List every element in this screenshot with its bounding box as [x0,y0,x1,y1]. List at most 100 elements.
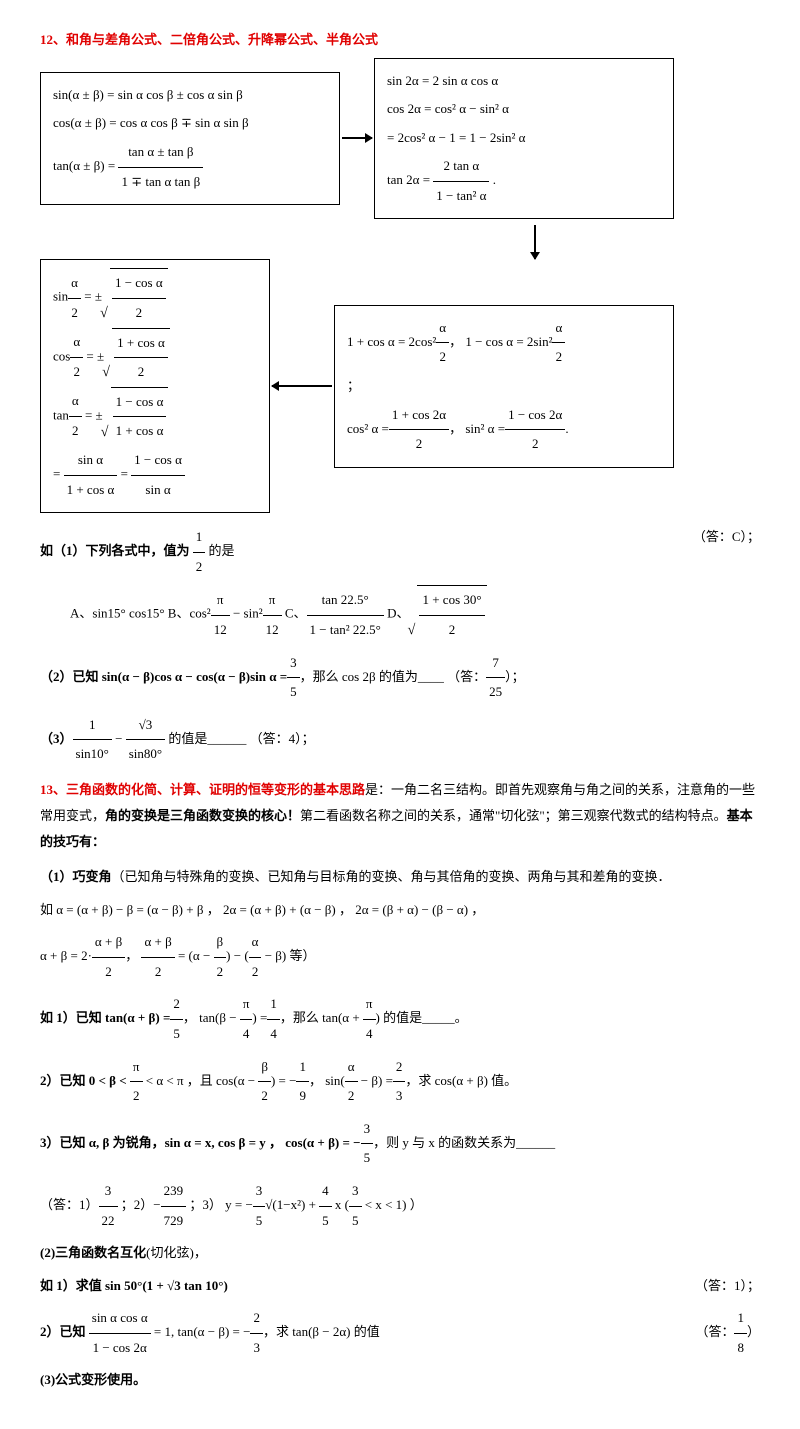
lead: (2)三角函数名互化 [40,1245,146,1260]
eq: = (α − [175,948,214,963]
eq: = ± [83,348,104,363]
n2: α [552,314,565,344]
n2: 1 − cos 2α [505,401,565,431]
sd: 1 + cos α [113,417,167,446]
t: 1 + cos α = 2cos² [347,334,436,349]
n2: π [263,586,282,616]
tan-half-alt: = sin α1 + cos α = 1 − cos αsin α [53,446,257,504]
n: 1 [193,523,206,553]
arrow-down-icon [534,225,536,259]
answer: （答：1）； [695,1272,760,1301]
n: 3 [287,649,300,679]
body: （已知角与特殊角的变换、已知角与目标角的变换、角与其倍角的变换、两角与其和差角的… [112,869,671,884]
n3: β [214,928,227,958]
n: α [68,269,81,299]
d3: 5 [253,1207,266,1236]
end: . [565,421,568,436]
opt-d: D、 [387,606,409,621]
skill-1-q1: 如 1）已知 tan(α + β) =25， tan(β − π4) =14，那… [40,990,760,1048]
skill-1-q2: 2）已知 0 < β < π2 < α < π ，且 cos(α − β2) =… [40,1053,760,1111]
tan-den: 1 ∓ tan α tan β [118,168,203,197]
d2: 2 [258,1082,271,1111]
n2: α + β [141,928,174,958]
n: 3 [99,1177,118,1207]
formula-row-1: sin(α ± β) = sin α cos β ± cos α sin β c… [40,58,760,220]
m: − [112,731,126,746]
section-13: 13、三角函数的化简、计算、证明的恒等变形的基本思路是：一角二名三结构。即首先观… [40,777,760,855]
semi: ； [347,372,661,401]
end: − β) 等） [261,948,315,963]
cos2a-alt: = 2cos² α − 1 = 1 − 2sin² α [387,124,661,153]
par: (切化弦)， [146,1245,207,1260]
n: α [70,328,83,358]
m: = 1, tan(α − β) = − [151,1324,251,1339]
pr-line1: 1 + cos α = 2cos²α2， 1 − cos α = 2sin²α2 [347,314,661,372]
half-angle-box: sinα2 = ±1 − cos α2 cosα2 = ±1 + cos α2 … [40,259,270,513]
tan2a-lhs: tan 2α = [387,172,430,187]
sq: √(1−x²) [265,1197,305,1212]
par: ) − ( [226,948,249,963]
n4: π [363,990,376,1020]
m: + [305,1197,319,1212]
n5: 2 [393,1053,406,1083]
a2: ；2）− [118,1197,161,1212]
cn: tan 22.5° [307,586,384,616]
n: π [211,586,230,616]
d2: 729 [161,1207,187,1236]
t: （2）已知 sin(α − β)cos α − cos(α − β)sin α … [40,669,287,684]
d: 2 [70,358,83,387]
cd: 1 − tan² 22.5° [307,616,384,645]
n: 3 [361,1115,374,1145]
n2: 2 [250,1304,263,1334]
d5: 3 [393,1082,406,1111]
d2: sin80° [126,740,165,769]
d: 2 [130,1082,143,1111]
e: ，则 y 与 x 的函数关系为______ [373,1135,555,1150]
sin-sum: sin(α ± β) = sin α cos β ± cos α sin β [53,81,327,110]
n3: 1 [296,1053,309,1083]
t: 如 1）求值 sin 50°(1 + √3 tan 10°) [40,1278,228,1293]
skill-2: (2)三角函数名互化(切化弦)， [40,1239,760,1268]
d2: 2 [552,343,565,372]
d: sin10° [73,740,112,769]
body2: 第二看函数名称之间的关系，通常"切化弦"；第三观察代数式的结构特点。 [300,808,727,823]
d: 5 [287,678,300,707]
t2: ， sin² α = [449,421,505,436]
d: 12 [211,616,230,645]
skill-1-q3: 3）已知 α, β 为锐角，sin α = x, cos β = y ， cos… [40,1115,760,1173]
power-reduce-box: 1 + cos α = 2cos²α2， 1 − cos α = 2sin²α2… [334,305,674,468]
d3: 4 [267,1020,280,1049]
a: （答：1） [40,1197,99,1212]
n: sin α [64,446,118,476]
t: （3） [40,731,73,746]
emph: 角的变换是三角函数变换的核心！ [105,808,300,823]
e: ，求 tan(β − 2α) 的值 [263,1324,380,1339]
arrow-left-icon [272,385,332,387]
d4: 5 [319,1207,332,1236]
d: 2 [193,553,206,582]
skill-1-eq2: α + β = 2·α + β2， α + β2 = (α − β2) − (α… [40,928,760,986]
a: （答： [447,669,486,684]
n: α + β [92,928,125,958]
pr-line2: cos² α =1 + cos 2α2， sin² α =1 − cos 2α2… [347,401,661,459]
d4: 4 [363,1020,376,1049]
sn: 1 − cos α [112,269,166,299]
a3: ；3） y = − [186,1197,253,1212]
n3: 3 [253,1177,266,1207]
t: 如 1）已知 tan(α + β) = [40,1010,170,1025]
m: ， tan(β − [183,1010,240,1025]
opt-c: C、 [285,606,307,621]
an: 7 [486,649,505,679]
x: x ( [332,1197,349,1212]
arrow-down-row [40,225,760,259]
tan2a: tan 2α = 2 tan α1 − tan² α . [387,152,661,210]
d: 2 [436,343,449,372]
t: tan [53,407,69,422]
d: 2 [68,299,81,328]
f: ) 的值是_____。 [376,1010,468,1025]
d: 2 [92,958,125,987]
double-angle-box: sin 2α = 2 sin α cos α cos 2α = cos² α −… [374,58,674,220]
e: < x < 1) ） [362,1197,423,1212]
ae: ）； [505,669,525,684]
mid: 的值是______ （答：4）； [165,731,315,746]
